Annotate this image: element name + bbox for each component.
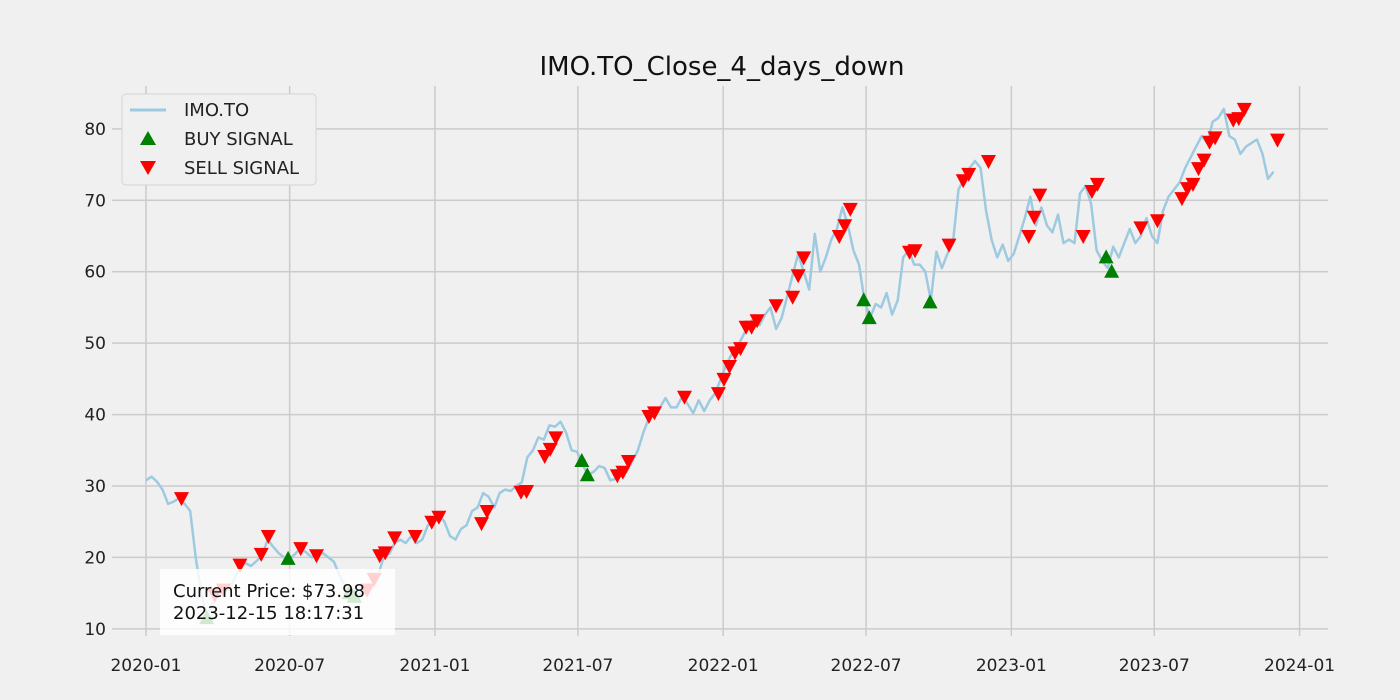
legend-box: [121, 93, 317, 186]
sell-signal-marker: [293, 542, 309, 557]
sell-signal-marker: [842, 202, 858, 217]
x-tick-label: 2021-01: [399, 656, 470, 676]
y-tick-label: 30: [84, 477, 106, 497]
sell-signal-marker: [377, 546, 393, 561]
x-tick-label: 2022-07: [831, 656, 902, 676]
sell-signal-marker: [831, 230, 847, 244]
sell-signal-marker: [479, 505, 495, 519]
y-tick-label: 20: [84, 548, 106, 568]
x-tick-label: 2022-01: [688, 656, 759, 676]
legend: IMO.TO BUY SIGNAL SELL SIGNAL: [121, 93, 317, 186]
x-tick-label: 2024-01: [1264, 656, 1335, 676]
sell-signal-marker: [519, 485, 535, 499]
sell-signal-marker: [615, 465, 631, 480]
x-tick-label: 2020-01: [110, 656, 181, 676]
y-tick-label: 60: [84, 263, 106, 283]
sell-signal-marker: [1207, 131, 1223, 146]
sell-signal-marker: [1269, 133, 1285, 148]
x-axis-ticks: 2020-01 2020-07 2021-01 2021-07 2022-01 2022-…: [110, 656, 1335, 676]
y-tick-label: 10: [84, 620, 106, 640]
buy-signal-marker: [579, 467, 595, 482]
sell-signal-marker: [309, 549, 325, 564]
legend-buy-swatch: [140, 131, 156, 145]
sell-signal-marker: [1149, 214, 1165, 229]
sell-signal-marker: [548, 431, 564, 446]
sell-signal-marker: [961, 167, 977, 182]
sell-signal-marker: [1191, 162, 1207, 177]
x-tick-label: 2021-07: [542, 656, 613, 676]
sell-signal-marker: [1174, 192, 1190, 207]
x-tick-label: 2020-07: [254, 656, 325, 676]
sell-signal-marker: [749, 314, 765, 329]
info-box: Current Price: $73.98 2023-12-15 18:17:3…: [160, 569, 395, 635]
buy-signal-marker: [1104, 263, 1120, 278]
sell-signal-marker: [796, 251, 812, 266]
sell-signal-marker: [407, 530, 423, 544]
sell-signal-marker: [173, 492, 189, 507]
legend-price-label: IMO.TO: [184, 100, 249, 121]
timestamp-text: 2023-12-15 18:17:31: [173, 603, 364, 624]
sell-signal-marker: [941, 238, 957, 253]
sell-signal-marker: [768, 299, 784, 314]
sell-signal-marker: [431, 510, 447, 525]
buy-signal-marker: [280, 550, 296, 565]
sell-signal-marker: [837, 219, 853, 234]
sell-signal-marker: [260, 530, 276, 544]
sell-signal-marker: [1196, 153, 1212, 168]
sell-signal-marker: [721, 360, 737, 374]
sell-signal-marker: [646, 406, 662, 421]
sell-signal-marker: [790, 269, 806, 284]
sell-signal-marker: [253, 547, 269, 562]
sell-signal-marker: [716, 372, 732, 387]
info-box-background: [160, 569, 395, 635]
sell-signal-marker: [733, 342, 749, 357]
buy-signal-marker: [1098, 249, 1114, 264]
y-axis-ticks: 10 20 30 40 50 60 70 80: [84, 120, 106, 640]
sell-signal-marker: [785, 290, 801, 305]
x-tick-label: 2023-07: [1119, 656, 1190, 676]
legend-buy-label: BUY SIGNAL: [184, 129, 293, 150]
chart-title: IMO.TO_Close_4_days_down: [539, 52, 904, 82]
sell-signal-marker: [1236, 102, 1252, 117]
sell-signal-marker: [387, 531, 403, 546]
y-tick-label: 40: [84, 406, 106, 426]
y-tick-label: 50: [84, 334, 106, 354]
sell-signal-marker: [1089, 177, 1105, 192]
current-price-text: Current Price: $73.98: [173, 581, 365, 602]
sell-signal-marker: [474, 517, 490, 532]
sell-signal-marker: [1075, 230, 1091, 244]
sell-signal-marker: [907, 244, 923, 259]
sell-signal-marker: [424, 515, 440, 530]
sell-signal-marker: [542, 442, 558, 457]
sell-signal-marker: [1185, 177, 1201, 192]
buy-signal-marker: [856, 292, 872, 307]
legend-sell-label: SELL SIGNAL: [184, 158, 299, 179]
sell-signal-marker: [676, 390, 692, 405]
sell-signal-marker: [1021, 230, 1037, 244]
grid: [112, 86, 1328, 636]
sell-signal-marker: [1026, 210, 1042, 225]
buy-signal-marker: [922, 294, 938, 309]
sell-signal-marker: [232, 558, 248, 573]
sell-signal-marker: [1032, 188, 1048, 203]
sell-signal-marker: [710, 387, 726, 402]
y-tick-label: 80: [84, 120, 106, 140]
buy-signal-marker: [861, 310, 877, 325]
y-tick-label: 70: [84, 191, 106, 211]
sell-signal-marker: [620, 455, 636, 469]
sell-signal-marker: [980, 155, 996, 169]
legend-sell-swatch: [140, 161, 156, 175]
x-tick-label: 2023-01: [976, 656, 1047, 676]
sell-signal-marker: [1231, 112, 1247, 127]
sell-signal-marker: [1133, 221, 1149, 236]
buy-signal-marker: [574, 453, 590, 467]
